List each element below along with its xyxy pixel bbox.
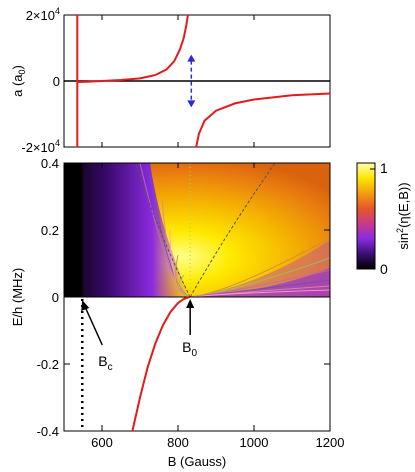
label-Bc: Bc bbox=[98, 353, 112, 373]
contour-left-5 bbox=[177, 274, 191, 297]
top-series-group bbox=[64, 14, 331, 148]
arrow-head-B0 bbox=[186, 299, 195, 308]
top-y-tick-label: 0 bbox=[53, 74, 60, 89]
threshold-curve-group bbox=[80, 296, 190, 432]
arrow-head-up bbox=[187, 54, 196, 62]
bottom-y-tick-label: -0.2 bbox=[37, 357, 59, 372]
heatmap-left-wedge bbox=[64, 163, 190, 297]
heatmap bbox=[64, 163, 330, 297]
heatmap-cutoff-region bbox=[64, 163, 83, 297]
arrow-shaft-Bc bbox=[83, 304, 103, 346]
bottom-panel: 0.4 0.2 0 -0.2 -0.4 600 800 1000 1200 Bc B0 E/h (… bbox=[10, 156, 344, 469]
colorbar-tick-label-top: 1 bbox=[380, 160, 388, 176]
heatmap-lower-right-wedge-2 bbox=[190, 268, 330, 297]
annotations: Bc B0 bbox=[81, 299, 198, 373]
top-y-ticks: 2×104 0 -2×104 bbox=[21, 6, 331, 155]
arrow-head-down bbox=[187, 100, 196, 108]
bottom-y-tick-label: -0.4 bbox=[37, 424, 59, 439]
label-B0: B0 bbox=[182, 339, 197, 359]
contour-dashed-left bbox=[134, 163, 191, 297]
top-series-line-2 bbox=[195, 92, 331, 148]
colorbar: 1 0 sin2(η(E,B)) bbox=[356, 160, 411, 277]
bottom-y-tick-label: 0 bbox=[52, 290, 59, 305]
top-series-line-1 bbox=[77, 14, 189, 83]
bottom-y-tick-label: 0.4 bbox=[41, 156, 59, 171]
top-y-tick-label: 2×104 bbox=[26, 6, 60, 23]
heatmap-contours bbox=[134, 163, 330, 297]
top-y-axis-label: a (a0) bbox=[10, 65, 27, 97]
contour-dashed-right bbox=[189, 163, 276, 297]
x-tick-label: 800 bbox=[167, 435, 189, 450]
bottom-y-axis-label: E/h (MHz) bbox=[10, 268, 25, 327]
colorbar-gradient bbox=[356, 162, 376, 270]
top-panel: 2×104 0 -2×104 a (a0) bbox=[10, 6, 331, 155]
bottom-ticks: 0.4 0.2 0 -0.2 -0.4 600 800 1000 1200 bbox=[37, 156, 345, 450]
x-tick-label: 1000 bbox=[240, 435, 269, 450]
x-tick-label: 600 bbox=[91, 435, 113, 450]
colorbar-tick-label-bottom: 0 bbox=[380, 261, 388, 277]
top-y-tick-label: -2×104 bbox=[21, 138, 60, 155]
x-axis-label: B (Gauss) bbox=[168, 454, 227, 469]
x-tick-label: 1200 bbox=[316, 435, 345, 450]
threshold-curve bbox=[131, 296, 190, 432]
arrow-head-Bc bbox=[81, 300, 90, 311]
bottom-y-tick-label: 0.2 bbox=[41, 223, 59, 238]
contour-right-5 bbox=[190, 289, 330, 297]
colorbar-label: sin2(η(E,B)) bbox=[395, 182, 411, 249]
